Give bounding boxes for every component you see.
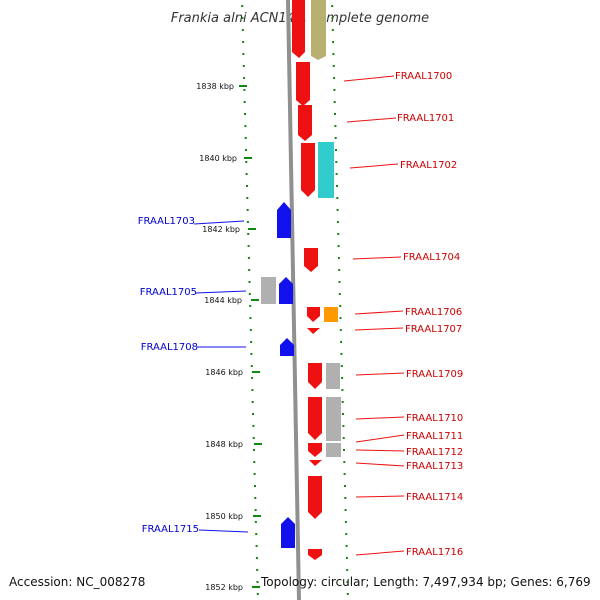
label-leader-line — [355, 462, 405, 467]
kbp-label: 1838 kbp — [196, 82, 234, 91]
genome-summary-text: Topology: circular; Length: 7,497,934 bp… — [260, 575, 591, 589]
red-gene-feature[interactable] — [301, 143, 315, 197]
blue-gene-feature[interactable] — [277, 202, 291, 238]
label-leader-line — [355, 495, 405, 498]
gene-label-fraal1713[interactable]: FRAAL1713 — [406, 461, 463, 472]
red-gene-feature[interactable] — [307, 328, 320, 334]
kbp-axis: 1838 kbp 1840 kbp 1842 kbp 1844 kbp 1846… — [196, 82, 262, 592]
red-gene-feature[interactable] — [307, 307, 320, 322]
kbp-label: 1852 kbp — [205, 583, 243, 592]
orange-gene-feature[interactable] — [324, 307, 338, 322]
gene-label-fraal1710[interactable]: FRAAL1710 — [406, 413, 463, 424]
red-gene-feature[interactable] — [308, 363, 322, 389]
gene-label-fraal1704[interactable]: FRAAL1704 — [403, 252, 460, 263]
blue-gene-feature[interactable] — [281, 517, 295, 548]
accession-text: Accession: NC_008278 — [9, 575, 145, 589]
kbp-label: 1840 kbp — [199, 154, 237, 163]
gene-label-fraal1711[interactable]: FRAAL1711 — [406, 431, 463, 442]
gene-label-fraal1715[interactable]: FRAAL1715 — [142, 524, 199, 535]
grey-gene-feature[interactable] — [326, 443, 341, 457]
kbp-label: 1848 kbp — [205, 440, 243, 449]
grey-gene-feature[interactable] — [326, 363, 340, 389]
label-leader-line — [352, 256, 402, 260]
gene-features — [261, 0, 341, 560]
label-leader-line — [195, 290, 247, 294]
label-leader-line — [354, 310, 404, 315]
blue-gene-feature[interactable] — [280, 338, 294, 356]
label-leader-line — [343, 75, 395, 82]
tick-marks — [241, 5, 349, 595]
red-gene-feature[interactable] — [292, 0, 305, 58]
kbp-label: 1842 kbp — [202, 225, 240, 234]
gene-label-fraal1708[interactable]: FRAAL1708 — [141, 342, 198, 353]
label-leader-line — [355, 449, 405, 452]
label-leader-line — [355, 372, 405, 376]
gene-label-fraal1703[interactable]: FRAAL1703 — [138, 216, 195, 227]
label-leader-line — [198, 529, 249, 533]
red-gene-feature[interactable] — [309, 460, 322, 466]
grey-gene-feature[interactable] — [326, 397, 341, 441]
reverse-gene-labels: FRAAL1703 FRAAL1705 FRAAL1708 FRAAL1715 — [138, 216, 249, 535]
grey-gene-feature[interactable] — [261, 277, 276, 304]
gene-label-fraal1702[interactable]: FRAAL1702 — [400, 160, 457, 171]
kbp-label: 1844 kbp — [204, 296, 242, 305]
gene-label-fraal1716[interactable]: FRAAL1716 — [406, 547, 463, 558]
cyan-gene-feature[interactable] — [318, 142, 334, 198]
gene-label-fraal1707[interactable]: FRAAL1707 — [405, 324, 462, 335]
gene-label-fraal1700[interactable]: FRAAL1700 — [395, 71, 452, 82]
gene-label-fraal1714[interactable]: FRAAL1714 — [406, 492, 463, 503]
forward-gene-labels: FRAAL1700 FRAAL1701 FRAAL1702 FRAAL1704 … — [343, 71, 463, 558]
red-gene-feature[interactable] — [308, 443, 322, 457]
red-gene-feature[interactable] — [308, 397, 322, 440]
red-gene-feature[interactable] — [298, 105, 312, 141]
label-leader-line — [355, 434, 405, 443]
label-leader-line — [193, 220, 245, 225]
red-gene-feature[interactable] — [296, 62, 310, 106]
red-gene-feature[interactable] — [308, 549, 322, 560]
gene-label-fraal1701[interactable]: FRAAL1701 — [397, 113, 454, 124]
label-leader-line — [355, 550, 405, 556]
blue-gene-feature[interactable] — [279, 277, 293, 304]
genome-backbone — [286, 0, 301, 600]
label-leader-line — [354, 327, 404, 331]
gene-label-fraal1706[interactable]: FRAAL1706 — [405, 307, 462, 318]
label-leader-line — [346, 117, 397, 123]
gene-label-fraal1705[interactable]: FRAAL1705 — [140, 287, 197, 298]
gene-label-fraal1712[interactable]: FRAAL1712 — [406, 447, 463, 458]
kbp-label: 1850 kbp — [205, 512, 243, 521]
red-gene-feature[interactable] — [308, 476, 322, 519]
gene-label-fraal1709[interactable]: FRAAL1709 — [406, 369, 463, 380]
label-leader-line — [349, 163, 399, 169]
olive-gene-feature[interactable] — [311, 0, 326, 60]
label-leader-line — [355, 416, 405, 420]
red-gene-feature[interactable] — [304, 248, 318, 272]
kbp-label: 1846 kbp — [205, 368, 243, 377]
